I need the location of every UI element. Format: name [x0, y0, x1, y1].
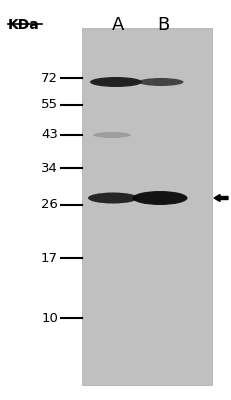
Ellipse shape — [88, 192, 138, 204]
Ellipse shape — [133, 191, 188, 205]
FancyArrow shape — [214, 194, 228, 202]
Text: 34: 34 — [41, 162, 58, 174]
Text: 26: 26 — [41, 198, 58, 212]
Ellipse shape — [93, 132, 131, 138]
Text: KDa: KDa — [8, 18, 40, 32]
Text: 55: 55 — [41, 98, 58, 112]
Ellipse shape — [139, 78, 183, 86]
Text: B: B — [157, 16, 169, 34]
Bar — [82, 28, 212, 385]
Ellipse shape — [90, 77, 142, 87]
Text: 72: 72 — [41, 72, 58, 84]
Text: 10: 10 — [41, 312, 58, 324]
Text: 17: 17 — [41, 252, 58, 264]
Text: 43: 43 — [41, 128, 58, 142]
Text: A: A — [112, 16, 124, 34]
